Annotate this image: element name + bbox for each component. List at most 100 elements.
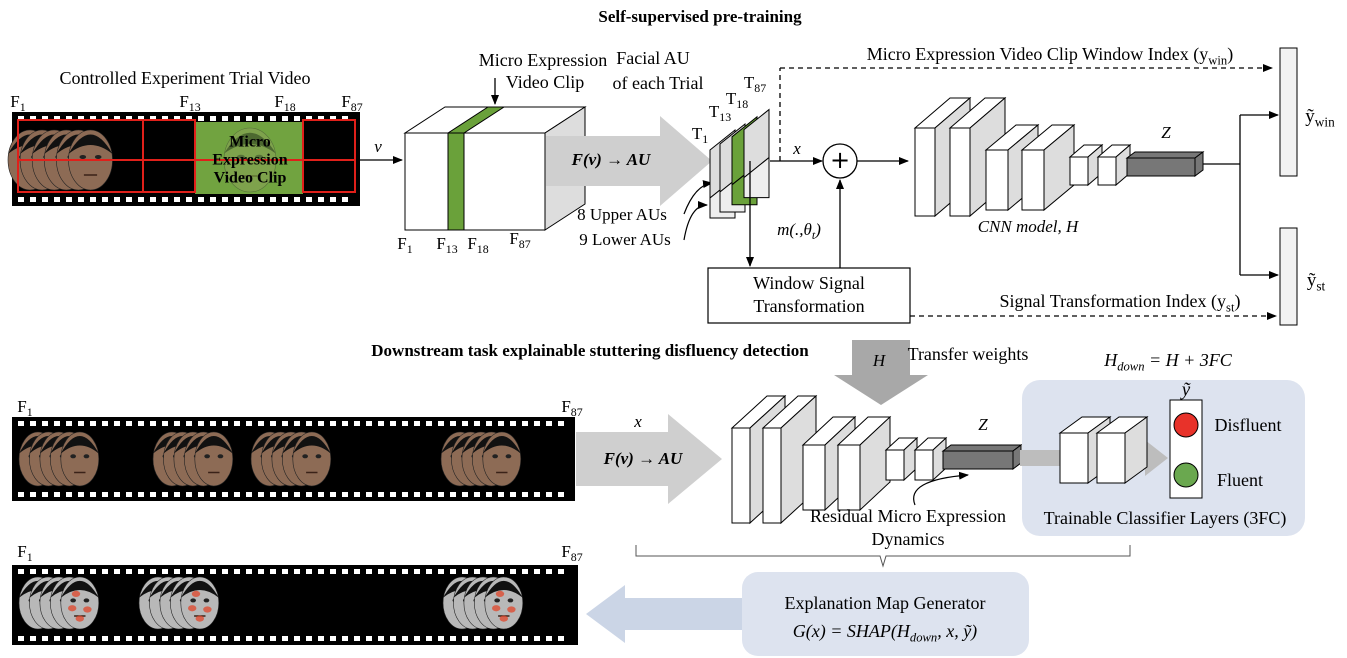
label-subscript: st [1316,279,1325,294]
film-hole [258,197,264,202]
label: x [792,139,801,158]
film-hole [246,116,252,121]
clip-cube [405,133,545,230]
label-subscript: 1 [407,242,413,256]
latent-z [1127,158,1195,176]
film-hole [522,421,528,426]
label-subscript: win [1315,115,1335,130]
film-hole [306,636,312,641]
fc-layer [1060,433,1088,483]
film-hole [222,636,228,641]
label: ... [402,428,412,443]
heat-spot [188,605,196,611]
label: F13 [179,92,200,114]
film-hole [102,421,108,426]
film-hole [234,116,240,121]
explain-arrow [586,585,742,643]
film-hole [138,569,144,574]
label-subscript: 1 [27,550,33,564]
film-hole [498,636,504,641]
film-hole [66,197,72,202]
film-hole [318,569,324,574]
film-hole [150,636,156,641]
label-subscript: 13 [719,110,731,124]
film-hole [426,636,432,641]
film-hole [198,116,204,121]
film-hole [330,421,336,426]
label-part: ) [1234,291,1240,312]
film-hole [294,116,300,121]
film-hole [258,116,264,121]
film-hole [234,197,240,202]
disfluent-light [1174,413,1198,437]
film-hole [114,492,120,497]
film-hole [378,569,384,574]
film-hole [54,636,60,641]
label: F18 [467,234,488,256]
film-hole [210,116,216,121]
label: Micro Expression Video Clip Window Index… [867,44,1233,67]
film-hole [534,492,540,497]
film-hole [438,569,444,574]
film-hole [342,421,348,426]
film-hole [42,421,48,426]
label: Self-supervised pre-training [598,7,802,26]
label: x [633,412,642,431]
film-hole [150,492,156,497]
label-part: F [397,234,406,253]
label-subscript: 13 [189,100,201,114]
label-part: T [709,102,720,121]
connector [684,183,712,214]
label: F87 [561,542,582,564]
film-hole [114,197,120,202]
label-subscript: down [1117,359,1144,373]
film-hole [90,421,96,426]
film-hole [186,636,192,641]
label: F87 [509,229,530,251]
eye [506,454,512,458]
film-hole [198,636,204,641]
label: Z [1161,123,1171,142]
film-hole [162,197,168,202]
film-hole [450,636,456,641]
film-hole [354,636,360,641]
film-hole [42,569,48,574]
film-hole [102,569,108,574]
film-hole [102,197,108,202]
label: Transformation [753,296,864,316]
film-hole [282,421,288,426]
cnn-layer [886,450,904,480]
film-hole [366,569,372,574]
label: Facial AU [616,48,690,68]
film-hole [114,636,120,641]
film-hole [198,492,204,497]
film-hole [426,492,432,497]
film-hole [174,569,180,574]
film-hole [498,569,504,574]
film-hole [234,492,240,497]
eye [190,598,196,602]
label: Signal Transformation Index (yst) [1000,291,1241,314]
eye [70,598,76,602]
label-part: T [692,124,703,143]
film-hole [114,569,120,574]
film-hole [174,492,180,497]
film-hole [462,569,468,574]
film-hole [462,421,468,426]
label-part: F [10,92,19,111]
heat-spot [83,606,91,612]
film-hole [258,492,264,497]
film-hole [294,492,300,497]
film-hole [390,421,396,426]
label: Trainable Classifier Layers (3FC) [1044,508,1287,529]
label: m(.,θt) [777,220,821,242]
film-hole [486,492,492,497]
eye [218,454,224,458]
film-hole [546,421,552,426]
label-subscript: 1 [20,100,26,114]
label: v [374,137,382,156]
label-part: F [274,92,283,111]
film-hole [54,492,60,497]
film-hole [138,636,144,641]
film-hole [366,421,372,426]
